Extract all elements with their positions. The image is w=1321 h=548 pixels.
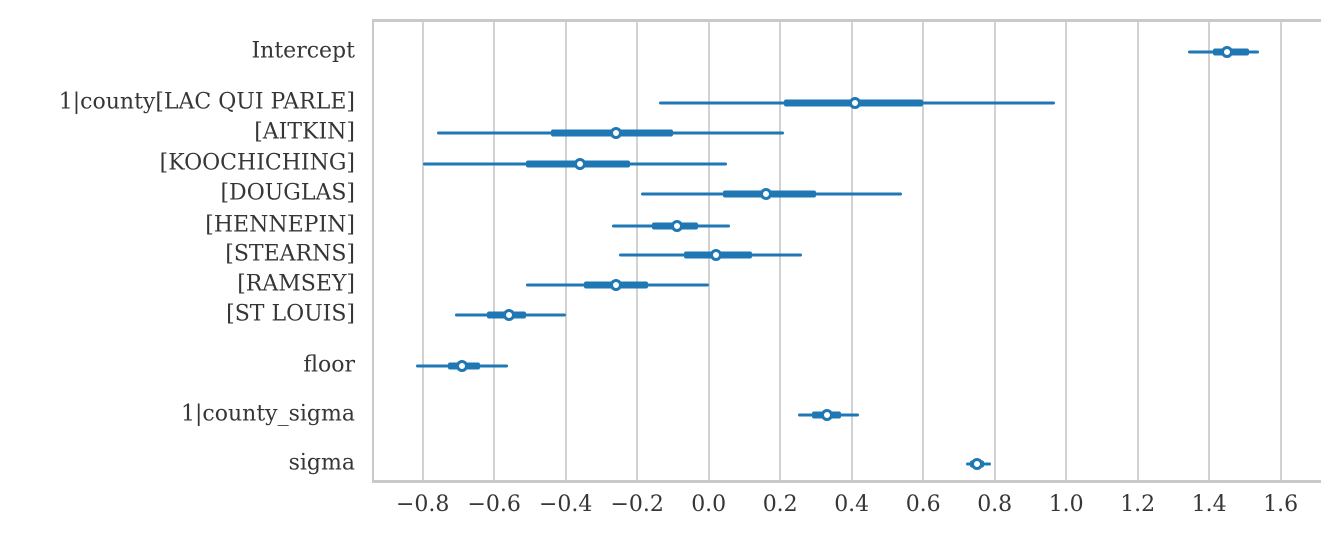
x-tick-label: −0.8 <box>395 492 450 517</box>
point-estimate-marker <box>574 158 586 170</box>
point-estimate-marker <box>609 127 622 139</box>
x-tick-label: 1.6 <box>1263 492 1299 517</box>
point-estimate-marker <box>970 458 983 470</box>
point-estimate-marker <box>1221 46 1234 58</box>
x-tick-label: 1.0 <box>1048 492 1084 517</box>
x-gridline <box>493 20 496 481</box>
left-spine <box>372 20 374 481</box>
x-gridline <box>1136 20 1139 481</box>
x-tick-label: −0.6 <box>467 492 521 517</box>
row-label: [HENNEPIN] <box>205 212 355 238</box>
x-gridline <box>993 20 996 481</box>
row-label: [ST LOUIS] <box>226 301 355 327</box>
top-spine <box>372 19 1321 22</box>
point-estimate-marker <box>849 97 862 109</box>
x-gridline <box>1065 20 1068 481</box>
point-estimate-marker <box>456 360 469 372</box>
row-label: [RAMSEY] <box>237 271 355 297</box>
row-label: [STEARNS] <box>225 241 355 267</box>
row-label: [AITKIN] <box>254 119 355 145</box>
x-gridline <box>421 20 424 481</box>
x-tick-label: 0.4 <box>834 492 870 517</box>
x-tick-label: −0.2 <box>610 492 664 517</box>
row-label: sigma <box>288 450 355 476</box>
x-gridline <box>850 20 853 481</box>
row-label: 1|county[LAC QUI PARLE] <box>58 89 355 115</box>
point-estimate-marker <box>670 220 683 232</box>
row-label: [KOOCHICHING] <box>159 150 355 176</box>
point-estimate-marker <box>759 188 772 200</box>
x-tick-label: 0.8 <box>977 492 1013 517</box>
x-gridline <box>922 20 925 481</box>
x-tick-label: −0.4 <box>538 492 593 517</box>
point-estimate-marker <box>709 249 722 261</box>
x-tick-label: 1.2 <box>1120 492 1156 517</box>
x-gridline <box>636 20 639 481</box>
x-gridline <box>707 20 710 481</box>
x-gridline <box>779 20 782 481</box>
x-tick-label: 0.6 <box>905 492 941 517</box>
point-estimate-marker <box>820 409 833 421</box>
x-tick-label: 0.2 <box>762 492 798 517</box>
row-label: floor <box>303 352 355 378</box>
point-estimate-marker <box>502 309 515 321</box>
row-label: Intercept <box>251 38 355 64</box>
x-gridline <box>1279 20 1282 481</box>
row-label: [DOUGLAS] <box>220 180 355 206</box>
x-gridline <box>1208 20 1211 481</box>
row-label: 1|county_sigma <box>181 401 355 427</box>
x-gridline <box>564 20 567 481</box>
bottom-spine <box>372 480 1321 483</box>
x-tick-label: 1.4 <box>1191 492 1227 517</box>
point-estimate-marker <box>609 279 622 291</box>
x-tick-label: 0.0 <box>691 492 727 517</box>
